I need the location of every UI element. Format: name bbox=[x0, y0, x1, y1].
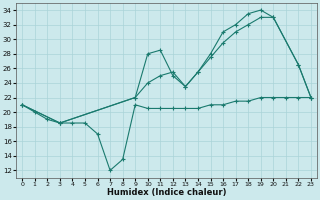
X-axis label: Humidex (Indice chaleur): Humidex (Indice chaleur) bbox=[107, 188, 226, 197]
